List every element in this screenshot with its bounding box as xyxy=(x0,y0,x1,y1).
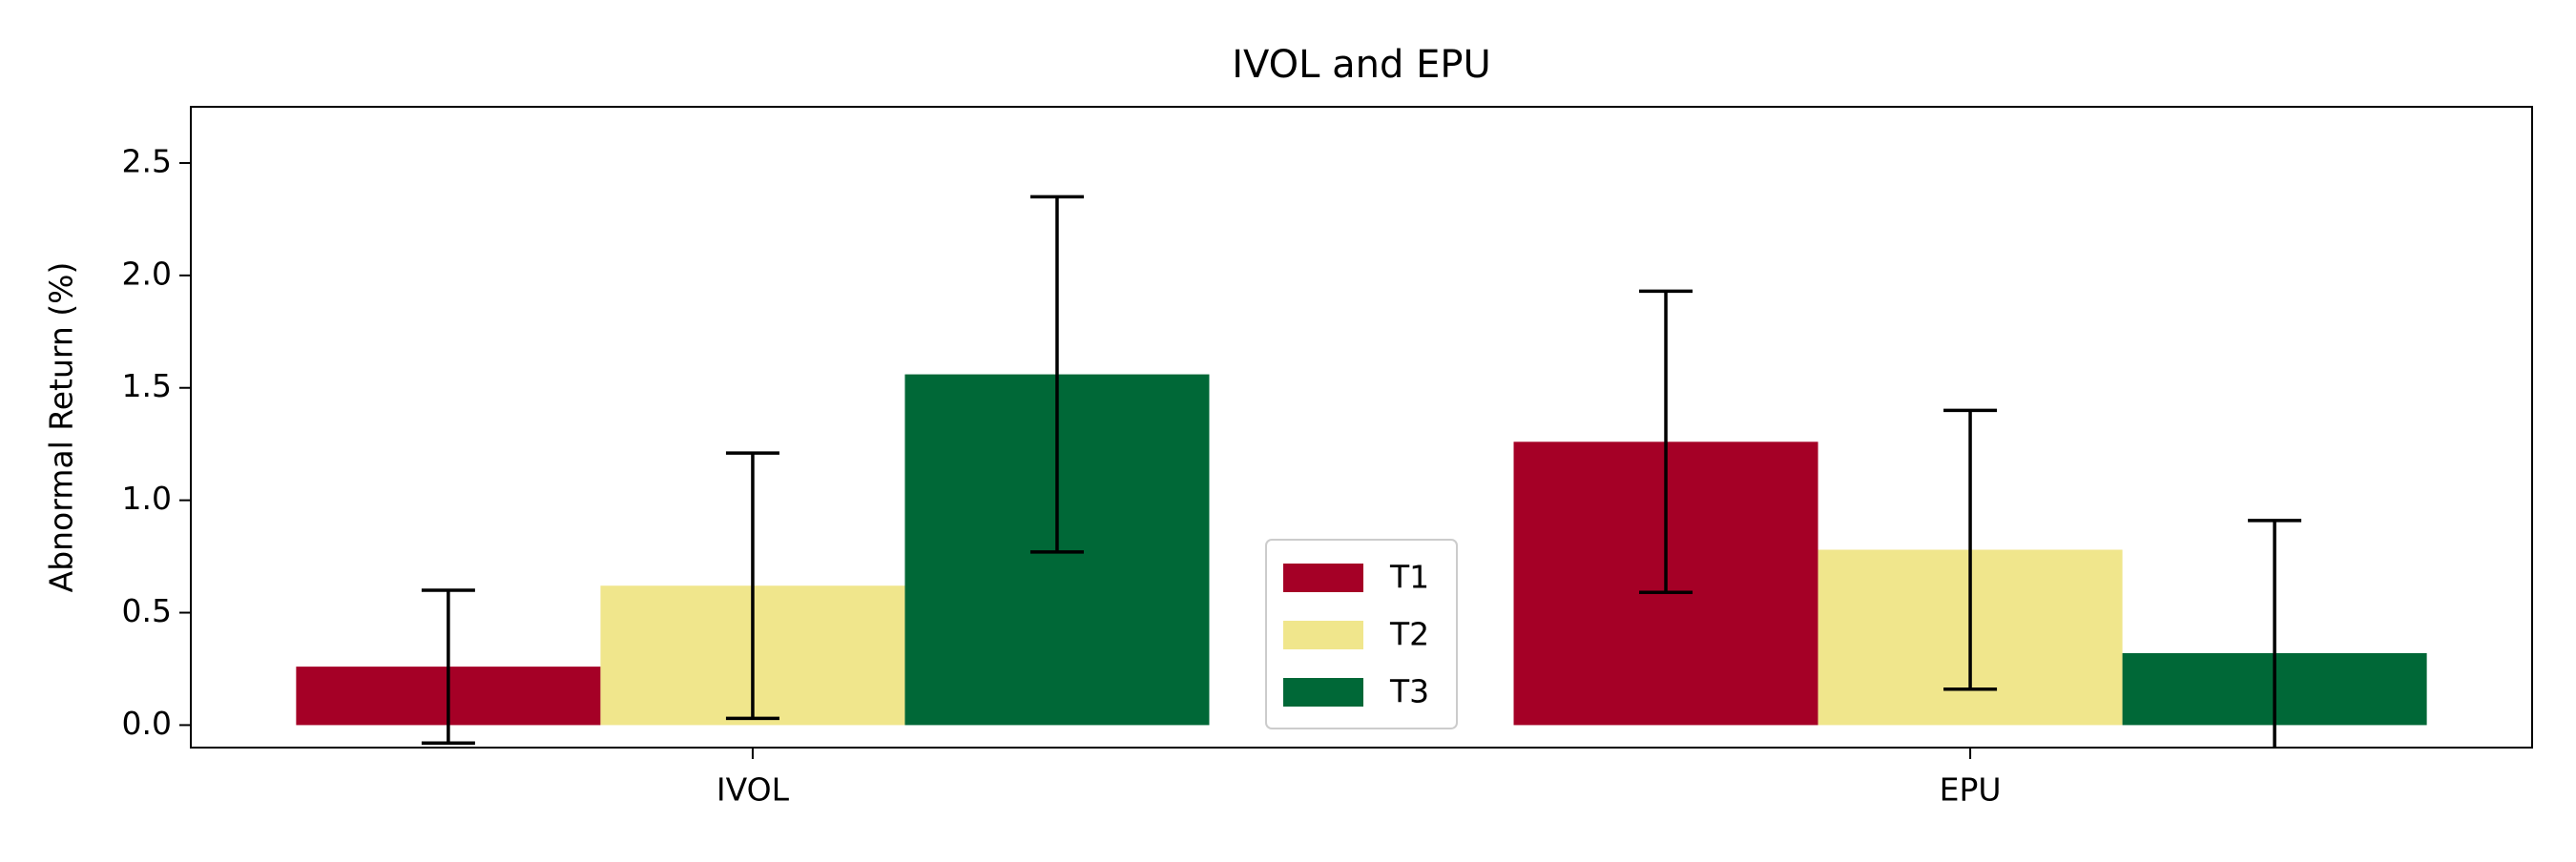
legend-label: T1 xyxy=(1389,559,1429,596)
y-axis-label: Abnormal Return (%) xyxy=(43,262,80,593)
legend-swatch xyxy=(1283,621,1363,649)
y-tick-label: 1.0 xyxy=(122,480,172,517)
x-tick-label: IVOL xyxy=(717,771,790,809)
legend-label: T3 xyxy=(1389,673,1429,710)
x-tick-label: EPU xyxy=(1940,771,2002,809)
y-tick-label: 2.0 xyxy=(122,255,172,292)
y-tick-label: 2.5 xyxy=(122,142,172,179)
y-tick-label: 0.0 xyxy=(122,705,172,742)
chart-title: IVOL and EPU xyxy=(1232,43,1491,87)
legend-swatch xyxy=(1283,678,1363,707)
legend-swatch xyxy=(1283,564,1363,592)
legend-label: T2 xyxy=(1389,616,1429,653)
axes-frame xyxy=(190,106,2533,749)
y-tick-label: 0.5 xyxy=(122,592,172,629)
y-tick-label: 1.5 xyxy=(122,367,172,404)
plot-area xyxy=(296,195,2427,748)
